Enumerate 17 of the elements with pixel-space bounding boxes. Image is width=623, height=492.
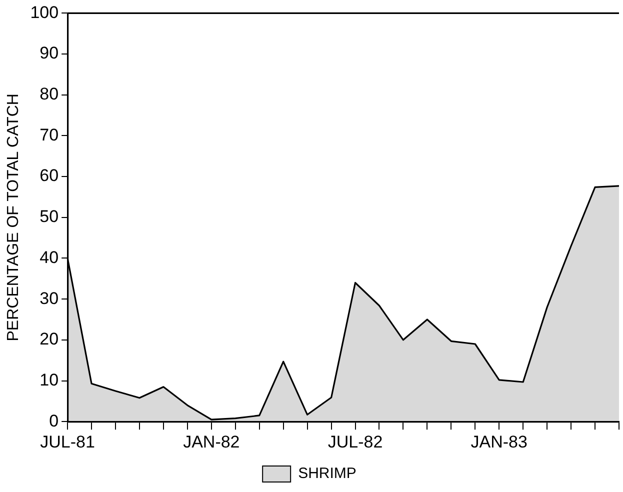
y-tick-label: 0: [49, 411, 59, 430]
legend-label: SHRIMP: [298, 465, 356, 482]
x-tick-label: JAN-83: [470, 432, 528, 452]
y-tick-label: 80: [40, 84, 59, 104]
x-tick-label: JUL-81: [40, 432, 95, 452]
y-tick-label: 70: [40, 125, 59, 144]
y-tick-label: 50: [40, 207, 59, 226]
y-tick-label: 90: [40, 44, 59, 63]
x-tick-label: JUL-82: [328, 432, 383, 452]
y-tick-label: 40: [40, 248, 59, 267]
y-tick-label: 20: [40, 330, 59, 349]
y-tick-label: 10: [40, 370, 59, 390]
y-axis-title: PERCENTAGE OF TOTAL CATCH: [5, 94, 22, 342]
y-tick-label: 60: [40, 166, 59, 186]
y-tick-label: 100: [30, 2, 59, 22]
x-tick-label: JAN-82: [183, 432, 240, 452]
y-tick-label: 30: [40, 288, 59, 308]
